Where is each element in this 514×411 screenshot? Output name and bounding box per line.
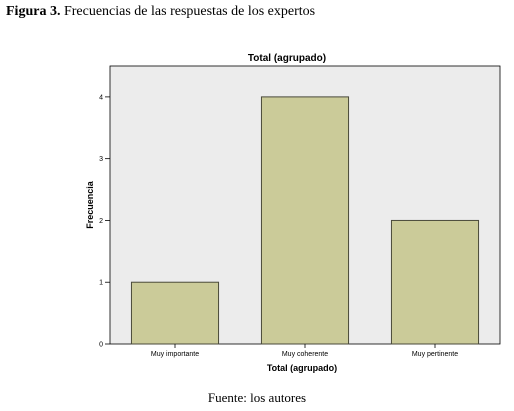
figure-caption-text: Frecuencias de las respuestas de los exp…	[63, 4, 316, 19]
x-tick-label: Muy importante	[151, 351, 199, 358]
x-axis-label: Total (agrupado)	[267, 363, 337, 373]
bar-2	[260, 96, 350, 345]
x-tick-label: Muy pertinente	[412, 351, 458, 358]
y-axis-label: Frecuencia	[85, 180, 95, 229]
figure-label: Figura 3.	[6, 4, 61, 19]
y-tick-label: 2	[99, 218, 103, 225]
bar-1	[130, 281, 220, 345]
y-tick-label: 3	[99, 156, 103, 163]
figure-source: Fuente: los autores	[207, 390, 307, 405]
chart-title: Total (agrupado)	[248, 53, 326, 64]
y-tick-label: 0	[99, 342, 103, 349]
figure-caption: Figura 3. Frecuencias de las respuestas …	[6, 4, 315, 20]
bar-3	[390, 219, 480, 345]
y-tick-label: 1	[99, 280, 103, 287]
x-tick-label: Muy coherente	[282, 351, 328, 358]
y-tick-label: 4	[99, 94, 103, 101]
